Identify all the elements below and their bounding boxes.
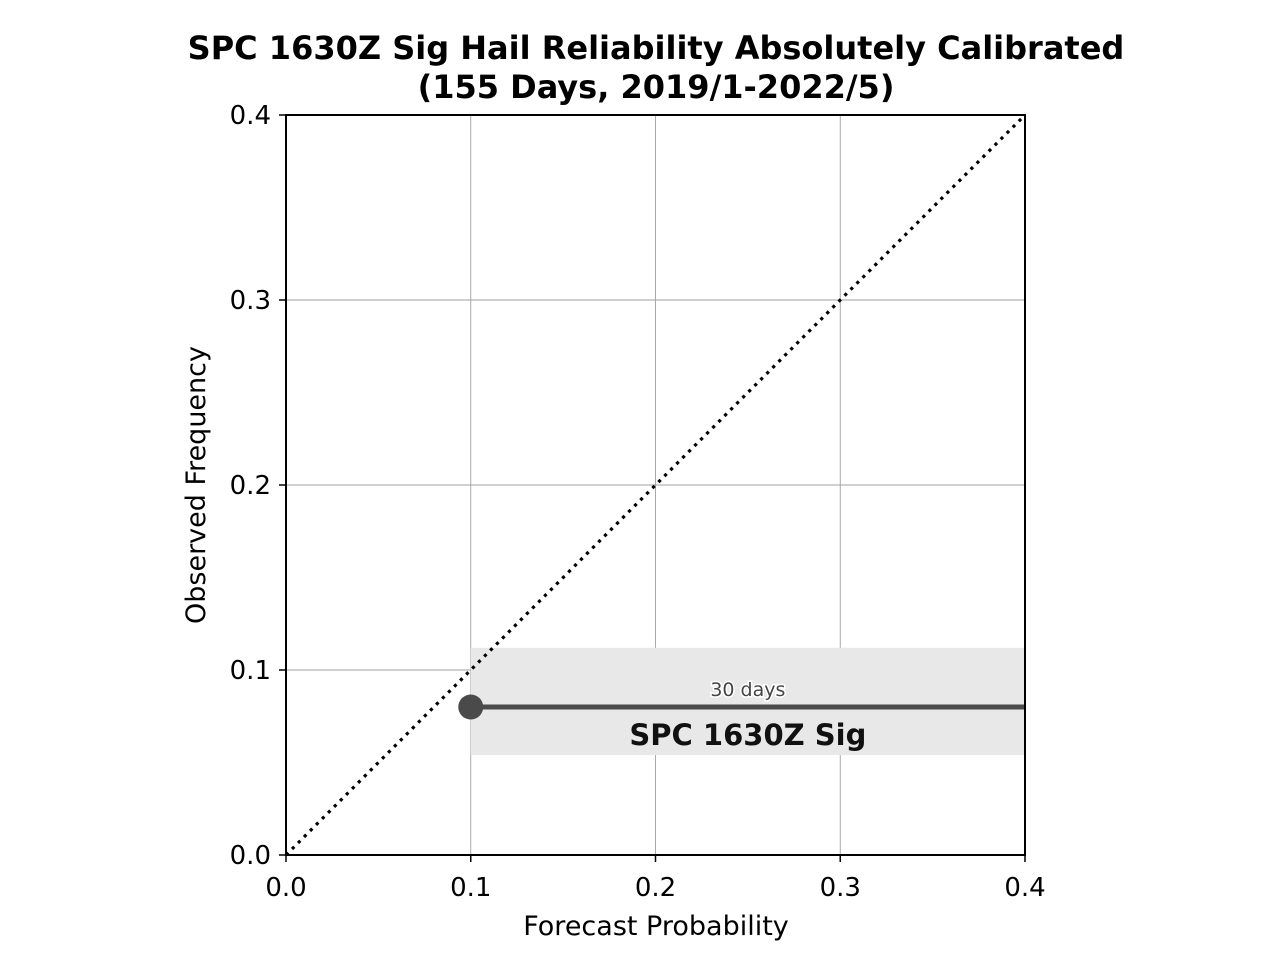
x-tick-label-0: 0.0 — [265, 873, 306, 903]
x-tick-label-3: 0.3 — [820, 873, 861, 903]
y-tick-label-2: 0.2 — [230, 471, 271, 501]
chart-title: SPC 1630Z Sig Hail Reliability Absolutel… — [188, 29, 1125, 67]
x-axis-label: Forecast Probability — [523, 911, 789, 942]
y-tick-label-0: 0.0 — [230, 841, 271, 871]
series-marker-0 — [458, 694, 484, 720]
x-tick-label-1: 0.1 — [450, 873, 491, 903]
y-tick-label-4: 0.4 — [230, 101, 271, 131]
series-label-0: SPC 1630Z Sig — [629, 718, 866, 752]
y-tick-label-3: 0.3 — [230, 286, 271, 316]
x-tick-label-2: 0.2 — [635, 873, 676, 903]
y-tick-label-1: 0.1 — [230, 656, 271, 686]
x-tick-label-4: 0.4 — [1004, 873, 1045, 903]
y-axis-label: Observed Frequency — [181, 346, 212, 624]
series-count-label-0: 30 days — [710, 679, 785, 701]
chart-subtitle: (155 Days, 2019/1-2022/5) — [418, 68, 895, 106]
plot-area: 30 days SPC 1630Z Sig 0.0 0.1 0.2 0.3 0.4 0.0 0.… — [230, 101, 1046, 903]
series-band-0 — [470, 647, 1025, 756]
